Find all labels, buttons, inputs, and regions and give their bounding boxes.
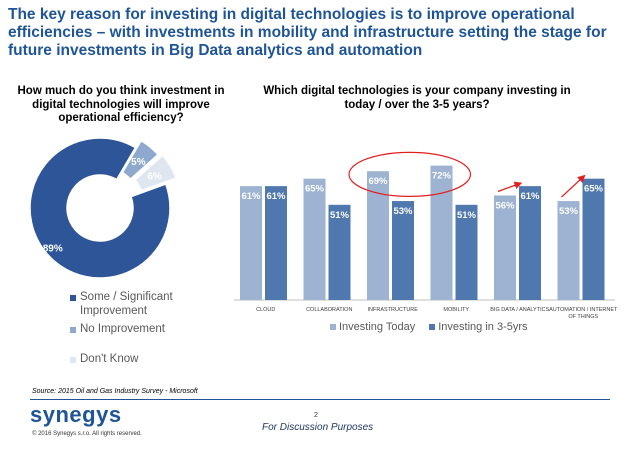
bar-value-label: 61% — [241, 191, 261, 202]
growth-arrow — [561, 174, 586, 198]
footer-divider — [30, 399, 610, 400]
bar-value-label: 72% — [432, 171, 452, 182]
bar-value-label: 51% — [457, 210, 477, 221]
bar — [494, 195, 516, 300]
pie-legend-swatch — [70, 295, 76, 301]
pie-slice — [133, 154, 178, 192]
pie-legend-label: Some / Significant Improvement — [80, 291, 173, 317]
pie-legend-item: Don't Know — [70, 352, 190, 366]
bar-legend-label: Investing in 3-5yrs — [438, 321, 528, 333]
bar-chart-title: Which digital technologies is your compa… — [263, 85, 571, 111]
pie-legend-item: No Improvement — [70, 322, 190, 336]
pie-slice — [121, 139, 160, 181]
bar — [455, 204, 478, 300]
category-label: MOBILITY — [443, 307, 469, 313]
bar — [303, 178, 326, 300]
pie-legend-swatch — [70, 357, 76, 363]
source-note: Source: 2015 Oil and Gas Industry Survey… — [32, 388, 198, 395]
pie-legend-label: No Improvement — [80, 323, 166, 335]
slide-title: The key reason for investing in digital … — [8, 6, 607, 59]
disclaimer: For Discussion Purposes — [262, 422, 374, 433]
bar-value-label: 61% — [266, 191, 286, 202]
bar-value-label: 53% — [559, 206, 579, 217]
bar-legend: Investing Today Investing in 3-5yrs — [330, 321, 528, 333]
bar-value-label: 53% — [393, 206, 413, 217]
bar — [519, 186, 541, 300]
pie-chart: 89% 5%6% — [29, 137, 178, 279]
pie-legend: Some / Significant Improvement No Improv… — [70, 290, 190, 366]
pie-slice-label: 6% — [147, 171, 162, 182]
pie-slice-label: 5% — [131, 157, 146, 168]
pie-legend-swatch — [70, 327, 76, 333]
bar-legend-swatch — [330, 324, 336, 330]
category-label: INFRASTRUCTURE — [368, 307, 419, 313]
bar — [265, 186, 287, 300]
bar-chart: 61% 61% CLOUD 65% 51% COLLABORATION 69% 53% INFR… — [234, 151, 618, 320]
pie-chart-title: How much do you think investment in digi… — [17, 85, 225, 124]
category-label: COLLABORATION — [306, 307, 352, 313]
bar-value-label: 65% — [305, 184, 325, 195]
bar-value-label: 51% — [330, 210, 350, 221]
bar-value-label: 61% — [520, 191, 540, 202]
category-label: CLOUD — [256, 307, 275, 313]
bar — [557, 201, 580, 300]
bar-value-label: 65% — [584, 184, 604, 195]
bar-legend-label: Investing Today — [339, 321, 416, 333]
company-logo: synegys — [30, 402, 122, 427]
bar — [328, 204, 351, 300]
highlight-circle — [348, 151, 472, 198]
pie-legend-item: Some / Significant Improvement — [70, 290, 190, 318]
bar — [430, 165, 453, 300]
bar-legend-item: Investing in 3-5yrs — [429, 321, 528, 333]
bar-value-label: 56% — [495, 200, 515, 211]
growth-arrow — [497, 181, 523, 193]
pie-slice — [29, 137, 171, 279]
bar — [582, 178, 605, 300]
bar — [240, 186, 262, 300]
page-number: 2 — [314, 412, 318, 419]
category-label: AUTOMATION / INTERNET OF THINGS — [549, 307, 618, 320]
bar-legend-swatch — [429, 324, 436, 330]
copyright: © 2016 Synegys s.r.o. All rights reserve… — [32, 431, 142, 437]
category-label: BIG DATA / ANALYTICS — [490, 307, 549, 313]
bar-legend-item: Investing Today — [330, 321, 415, 333]
bar — [392, 201, 414, 300]
bar — [367, 171, 389, 300]
bar-value-label: 69% — [368, 176, 388, 187]
pie-slice-label: 89% — [43, 243, 63, 254]
pie-legend-label: Don't Know — [80, 353, 139, 365]
